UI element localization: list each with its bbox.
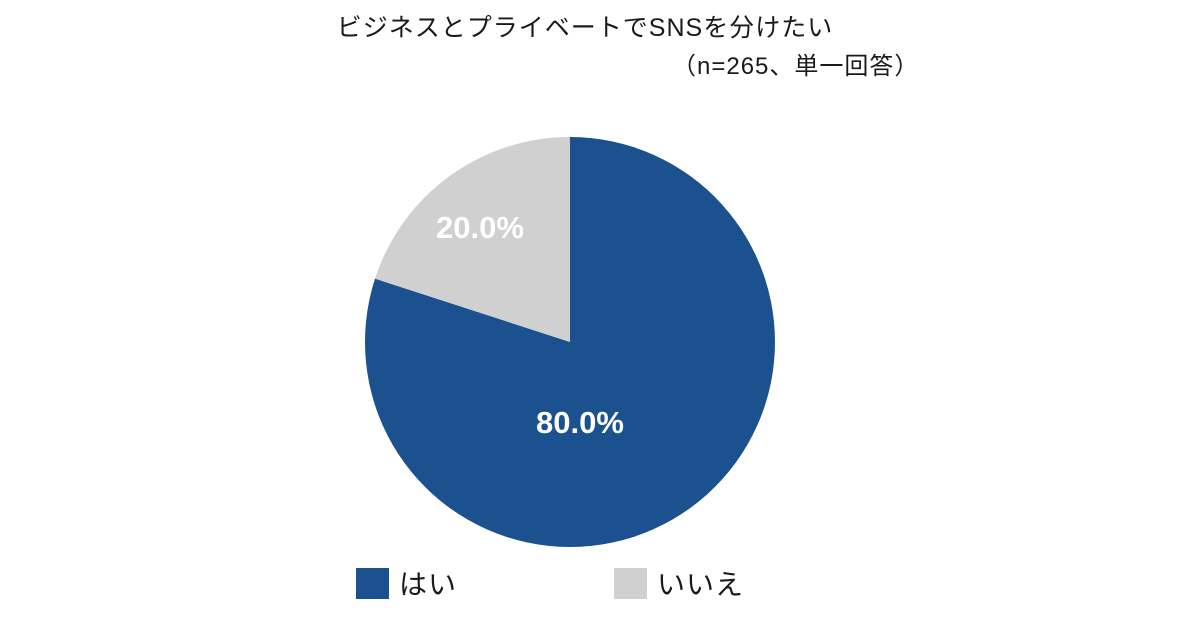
pie-chart-area: 80.0% 20.0% (362, 133, 778, 549)
pie-slice-value-label-1: 20.0% (436, 210, 524, 245)
chart-subtitle: （n=265、単一回答） (672, 53, 920, 80)
legend-label-0: はい (399, 569, 458, 600)
legend-label-1: いいえ (657, 569, 745, 600)
legend-item-0: はい (356, 563, 457, 603)
legend-swatch-0 (356, 567, 389, 599)
pie-slice-0 (364, 137, 775, 547)
chart-title: ビジネスとプライベートでSNSを分けたい (336, 14, 834, 42)
pie-slice-value-label-0: 80.0% (536, 405, 624, 440)
legend-swatch-1 (614, 567, 648, 599)
legend-item-1: いいえ (614, 563, 744, 603)
chart-legend: はい いいえ (356, 563, 744, 603)
pie-slice-1 (375, 137, 570, 342)
pie-chart: 80.0% 20.0% (364, 137, 775, 547)
